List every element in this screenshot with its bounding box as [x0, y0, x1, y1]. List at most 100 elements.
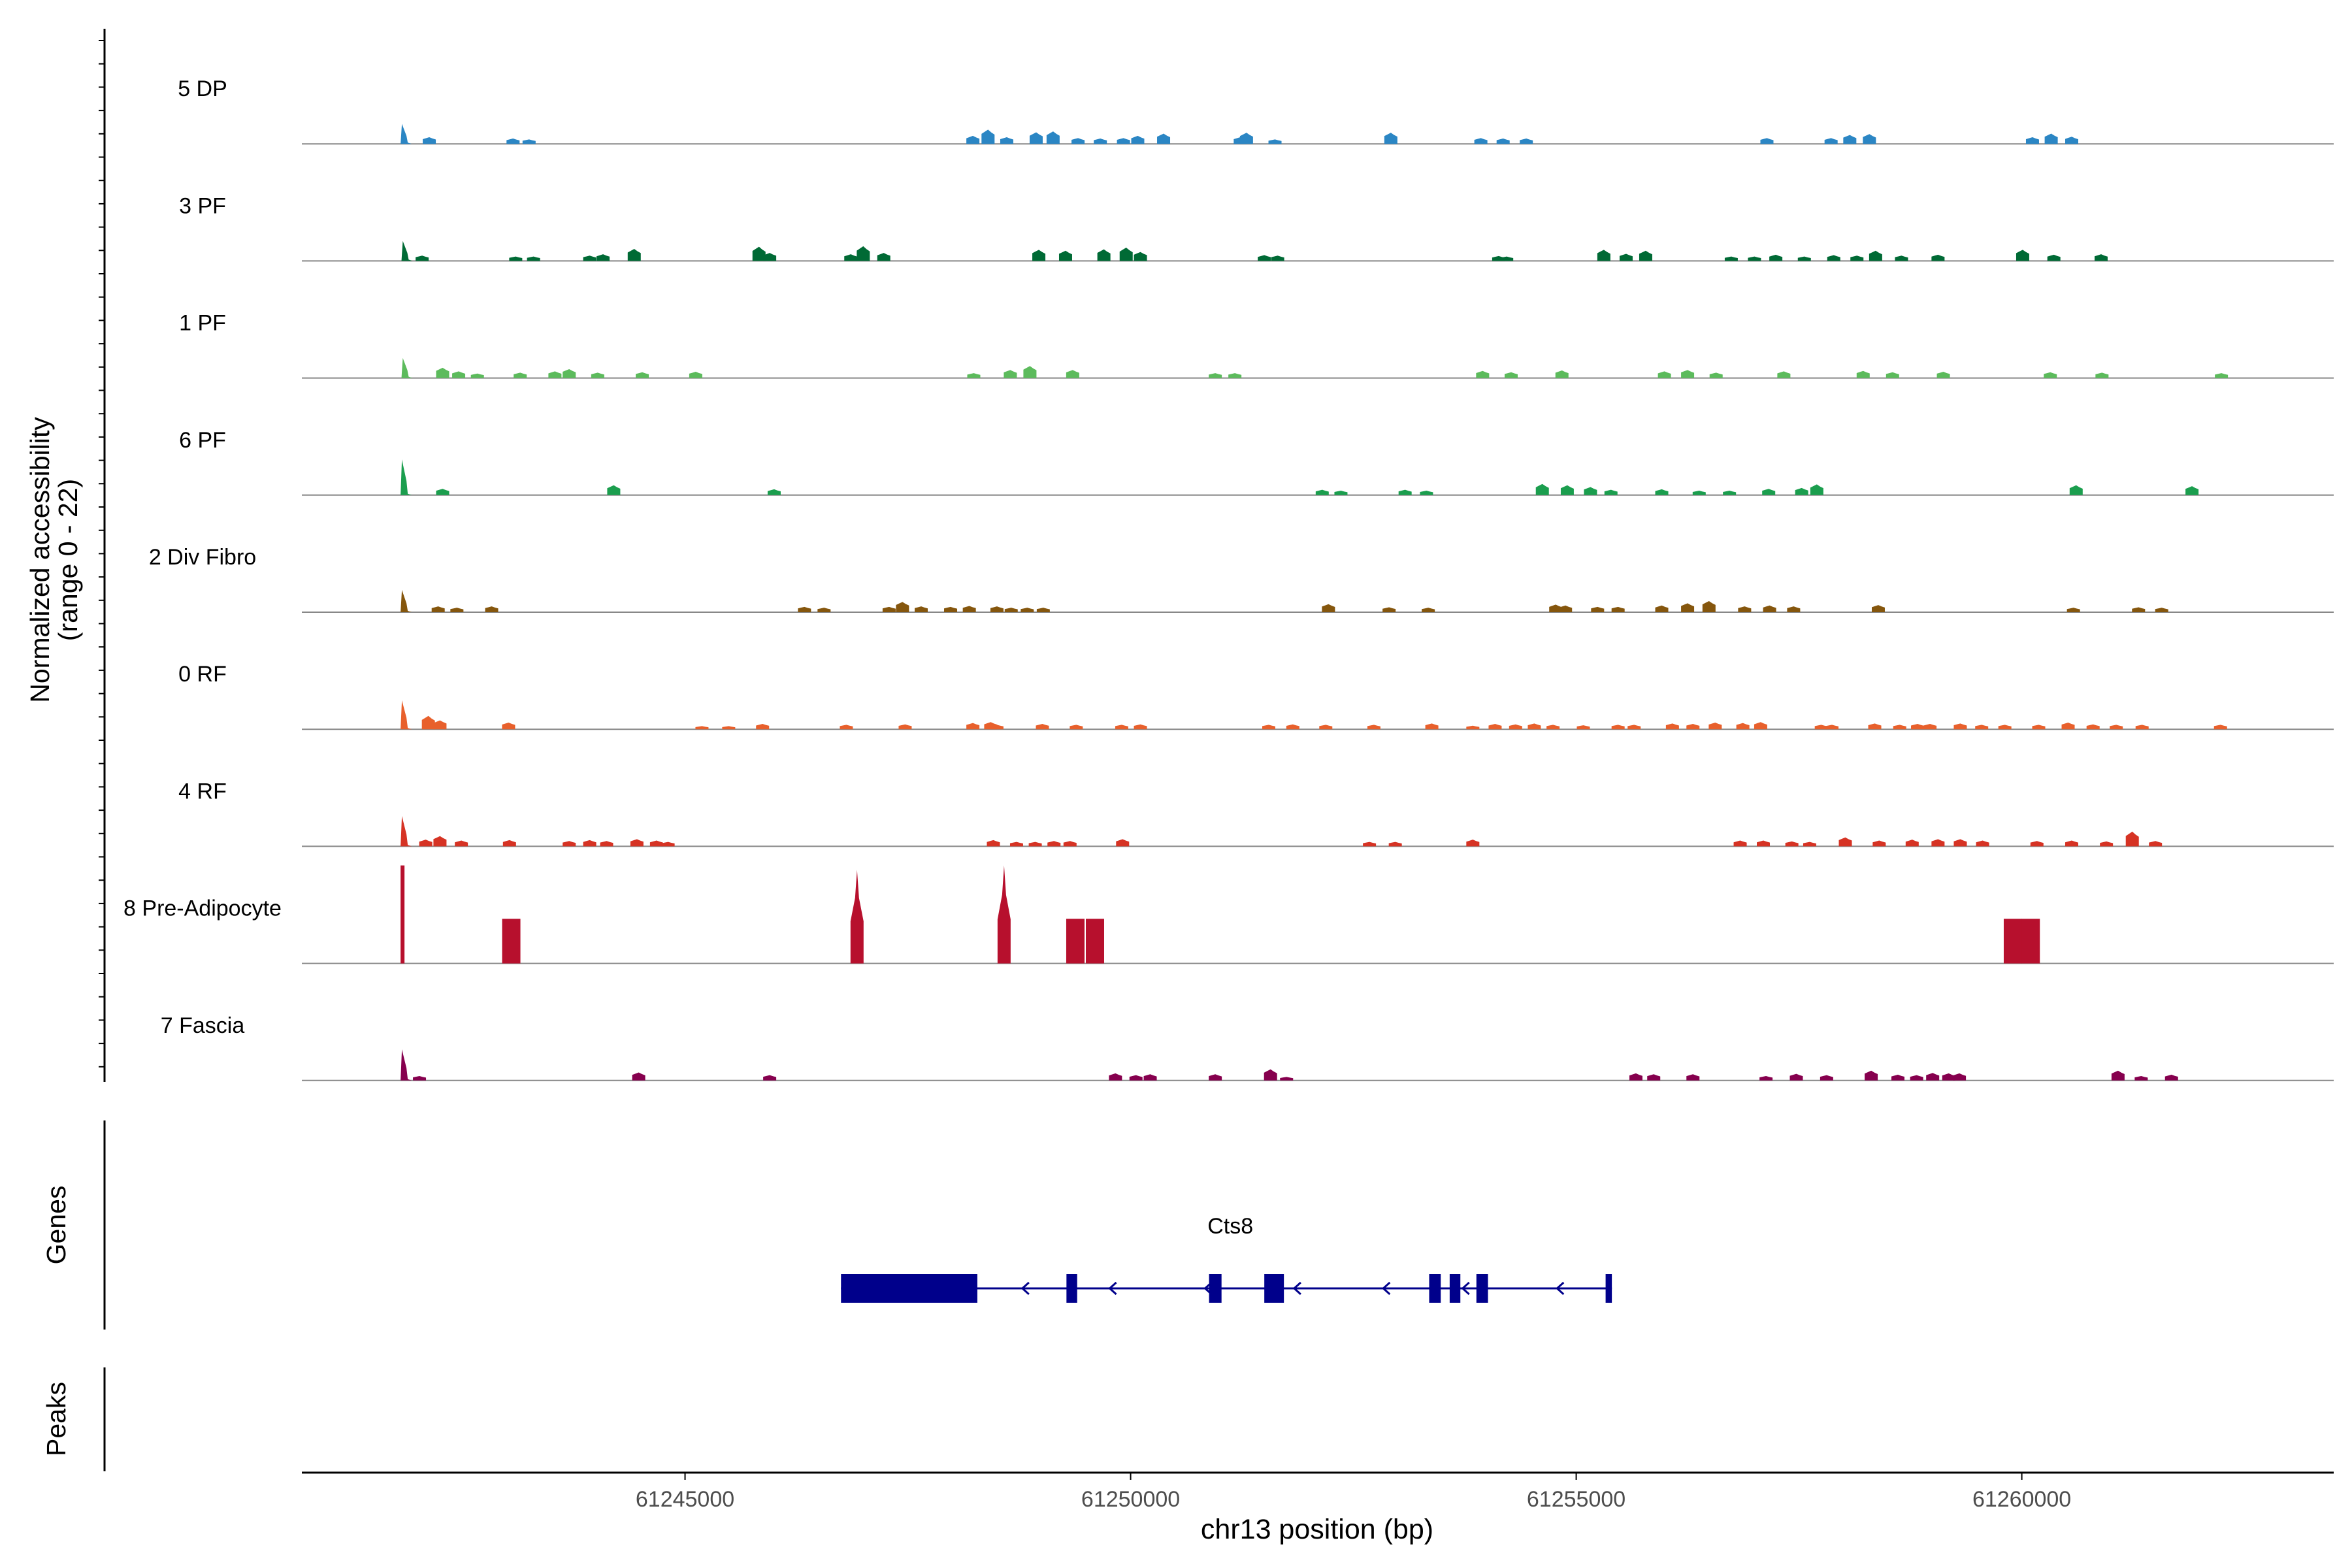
coverage-peak: [431, 606, 445, 612]
coverage-peak: [1228, 373, 1242, 378]
track-1-pf: 1 PF: [179, 311, 2334, 379]
coverage-peak: [1686, 724, 1700, 730]
coverage-peak: [1681, 603, 1695, 612]
coverage-peak: [2047, 254, 2061, 261]
gene-exon: [1429, 1274, 1441, 1303]
track-label: 0 RF: [178, 662, 227, 687]
coverage-peak: [1496, 139, 1510, 144]
coverage-peak: [850, 870, 864, 964]
x-axis-tick-label: 61250000: [1081, 1487, 1180, 1512]
track-3-pf: 3 PF: [179, 193, 2334, 262]
coverage-peak: [1803, 841, 1816, 847]
peaks-track-label: Peaks: [41, 1382, 71, 1456]
coverage-peak: [1009, 841, 1023, 847]
coverage-peak: [2100, 841, 2114, 847]
coverage-peak: [1827, 255, 1840, 261]
coverage-peak: [1425, 723, 1439, 730]
coverage-peak: [1910, 724, 1924, 730]
coverage-peak: [1063, 841, 1077, 847]
coverage-peak: [563, 841, 576, 847]
coverage-peak: [1926, 1073, 1940, 1081]
coverage-peak: [1686, 1074, 1700, 1081]
coverage-peak: [1032, 250, 1046, 261]
coverage-peak: [514, 372, 527, 378]
coverage-peak: [527, 256, 540, 261]
coverage-peak: [1724, 256, 1738, 261]
coverage-peak: [1597, 250, 1610, 261]
coverage-peak: [630, 839, 644, 847]
coverage-peak: [1094, 139, 1107, 144]
coverage-peak: [1117, 138, 1130, 144]
coverage-peak: [1286, 724, 1299, 730]
coverage-peak: [1865, 1070, 1878, 1081]
coverage-peak: [2044, 372, 2057, 378]
coverage-peak: [1665, 723, 1679, 730]
coverage-peak: [763, 253, 777, 261]
coverage-peak: [1868, 723, 1882, 730]
coverage-peak: [2132, 607, 2146, 612]
x-axis-tick-label: 61260000: [1972, 1487, 2071, 1512]
coverage-peak: [2032, 725, 2046, 730]
coverage-peak: [583, 840, 596, 847]
gene-exon: [841, 1274, 977, 1303]
coverage-peak: [1420, 490, 1433, 495]
coverage-peak: [981, 129, 995, 144]
coverage-peak: [1363, 841, 1377, 847]
coverage-peak: [401, 357, 413, 378]
coverage-peak: [1736, 723, 1750, 730]
coverage-peak: [1143, 1074, 1157, 1081]
track-label: 7 Fascia: [161, 1013, 245, 1038]
coverage-peak: [1047, 841, 1061, 847]
coverage-peak: [1546, 725, 1560, 730]
track-0-rf: 0 RF: [178, 662, 2334, 730]
track-label: 6 PF: [179, 428, 226, 453]
coverage-peak: [416, 255, 429, 261]
coverage-peak: [627, 248, 641, 261]
coverage-peak: [1116, 839, 1130, 847]
gene-exon: [1209, 1274, 1222, 1303]
coverage-peak: [509, 256, 523, 261]
coverage-peak: [2164, 1074, 2178, 1081]
coverage-peak: [2135, 725, 2149, 730]
coverage-peak: [1871, 605, 1885, 612]
coverage-peak: [1953, 723, 1967, 730]
coverage-peak: [1097, 249, 1111, 261]
coverage-peak: [1046, 131, 1060, 144]
coverage-peak: [1810, 484, 1823, 495]
coverage-peak: [1738, 606, 1752, 612]
coverage-peak: [798, 606, 811, 612]
coverage-peak: [421, 715, 435, 730]
coverage-peak: [1382, 607, 1396, 612]
coverage-peak: [1119, 247, 1133, 261]
x-axis: 61245000 61250000 61255000 61260000: [302, 1471, 2334, 1512]
coverage-peak: [1066, 370, 1079, 378]
coverage-peak: [877, 253, 890, 261]
coverage-peak: [1681, 370, 1695, 378]
coverage-peak: [1763, 605, 1776, 612]
coverage-peak: [419, 840, 433, 847]
coverage-peak: [1708, 722, 1722, 730]
coverage-peak: [1488, 724, 1502, 730]
coverage-peak: [506, 139, 520, 144]
coverage-peak: [1280, 1077, 1294, 1081]
coverage-peak: [1109, 1073, 1122, 1081]
coverage-peak: [1262, 725, 1275, 730]
coverage-peak: [2215, 373, 2229, 378]
track-8-pre-adipocyte: 8 Pre-Adipocyte: [123, 865, 2334, 964]
coverage-peak: [2044, 133, 2058, 144]
y-axis-label-line-2: (range 0 - 22): [53, 479, 83, 641]
coverage-peak: [455, 840, 468, 847]
coverage-peak: [2065, 840, 2078, 847]
coverage-peak: [502, 919, 521, 964]
track-5-dp: 5 DP: [178, 76, 2334, 145]
coverage-peak: [1850, 255, 1864, 261]
track-label: 1 PF: [179, 311, 226, 336]
track-label: 3 PF: [179, 193, 226, 218]
coverage-peak: [2016, 250, 2029, 261]
coverage-peak: [2149, 841, 2163, 847]
coverage-peak: [1923, 724, 1937, 730]
coverage-peak: [1367, 725, 1380, 730]
coverage-peak: [767, 489, 781, 495]
track-2-div-fibro: 2 Div Fibro: [149, 545, 2334, 613]
coverage-peak: [1886, 372, 1899, 378]
